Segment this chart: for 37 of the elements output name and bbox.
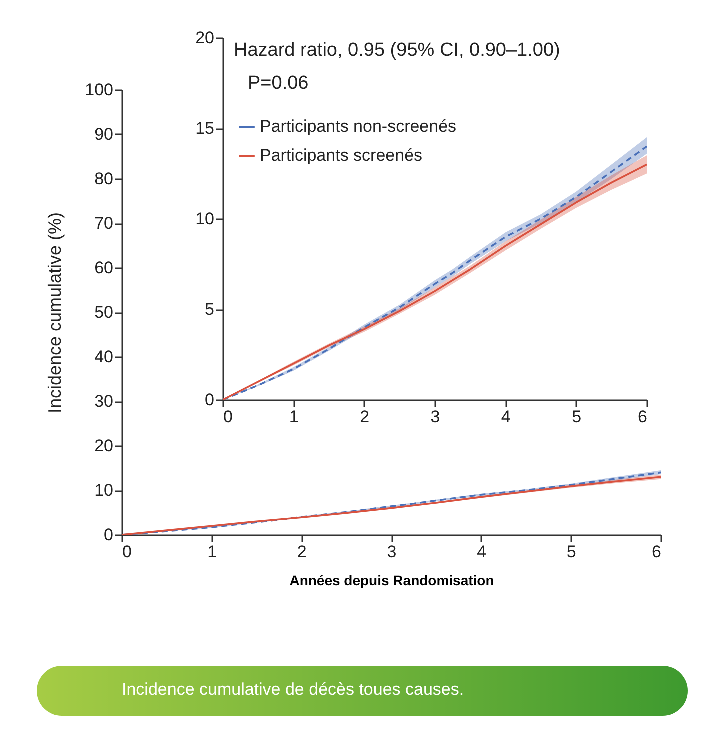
annotation: P=0.06: [248, 73, 309, 95]
y-tick-label: 100: [85, 80, 114, 100]
y-tick-label: 5: [205, 300, 214, 319]
x-tick-label: 5: [572, 408, 582, 426]
x-tick-label: 6: [638, 408, 648, 426]
x-tick-label: 1: [208, 542, 218, 562]
x-tick-label: 6: [652, 542, 662, 562]
y-tick-label: 15: [196, 119, 214, 138]
y-tick-label: 80: [94, 170, 114, 188]
y-tick-label: 10: [94, 481, 114, 500]
x-tick-label: 3: [430, 408, 440, 426]
legend-label: Participants non-screenés: [260, 117, 457, 136]
x-tick-label: 1: [289, 408, 299, 426]
y-tick-label: 70: [94, 214, 114, 233]
x-tick-label: 2: [360, 408, 370, 426]
x-tick-label: 4: [477, 542, 487, 562]
y-tick-label: 20: [196, 28, 214, 48]
y-tick-label: 50: [94, 303, 114, 322]
x-tick-label: 3: [387, 542, 397, 562]
x-tick-label: 0: [224, 408, 233, 426]
y-tick-label: 90: [94, 125, 114, 144]
y-tick-label: 30: [94, 392, 114, 411]
y-tick-label: 0: [205, 390, 214, 410]
y-tick-label: 10: [196, 210, 214, 228]
y-tick-label: 60: [94, 258, 114, 278]
x-tick-label: 0: [122, 542, 132, 562]
annotation: Hazard ratio, 0.95 (95% CI, 0.90–1.00): [234, 40, 560, 62]
y-tick-label: 40: [94, 348, 114, 366]
text: Incidence cumulative de décès toues causes.: [122, 680, 464, 700]
x-tick-label: 5: [566, 542, 576, 562]
x-tick-label: 2: [297, 542, 307, 562]
x-tick-label: 4: [501, 408, 511, 426]
y-tick-label: 20: [94, 436, 114, 456]
x-axis-title: Années depuis Randomisation: [290, 572, 494, 588]
y-axis-title: Incidence cumulative (%): [45, 212, 66, 414]
legend-label: Participants screenés: [260, 146, 423, 165]
y-tick-label: 0: [104, 526, 114, 544]
